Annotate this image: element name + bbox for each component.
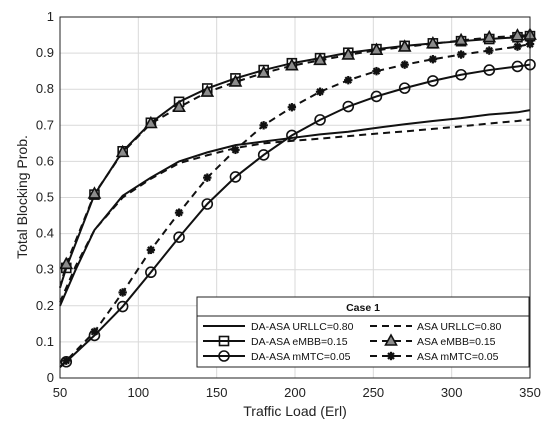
x-tick-label: 100: [127, 385, 149, 400]
data-point: [372, 67, 380, 75]
x-axis-label: Traffic Load (Erl): [243, 403, 346, 419]
y-tick-label: 0.5: [36, 190, 54, 205]
data-point: [387, 352, 395, 360]
data-point: [513, 42, 521, 50]
legend: Case 1 DA-ASA URLLC=0.80 ASA URLLC=0.80 DA…: [197, 297, 529, 367]
legend-title: Case 1: [346, 302, 380, 314]
data-point: [175, 208, 183, 216]
y-axis-label: Total Blocking Prob.: [14, 135, 30, 259]
y-tick-label: 0.2: [36, 298, 54, 313]
data-point: [344, 76, 352, 84]
x-tick-label: 150: [206, 385, 228, 400]
y-tick-label: 0.3: [36, 262, 54, 277]
y-tick-label: 1: [47, 9, 54, 24]
x-tick-label: 250: [362, 385, 384, 400]
x-tick-label: 200: [284, 385, 306, 400]
x-tick-label: 50: [53, 385, 67, 400]
data-point: [288, 103, 296, 111]
legend-label: DA-ASA mMTC=0.05: [251, 351, 351, 363]
data-point: [457, 50, 465, 58]
data-point: [485, 46, 493, 54]
data-point: [429, 55, 437, 63]
y-tick-label: 0.7: [36, 117, 54, 132]
legend-label: DA-ASA URLLC=0.80: [251, 321, 354, 333]
data-point: [203, 173, 211, 181]
y-tick-label: 0: [47, 370, 54, 385]
legend-label: ASA eMBB=0.15: [417, 336, 496, 348]
data-point: [147, 246, 155, 254]
y-tick-label: 0.6: [36, 153, 54, 168]
legend-label: ASA mMTC=0.05: [417, 351, 499, 363]
data-point: [400, 60, 408, 68]
x-tick-label: 300: [441, 385, 463, 400]
legend-label: ASA URLLC=0.80: [417, 321, 502, 333]
y-tick-label: 0.9: [36, 45, 54, 60]
y-tick-label: 0.8: [36, 81, 54, 96]
data-point: [259, 121, 267, 129]
y-tick-label: 0.1: [36, 334, 54, 349]
x-tick-label: 350: [519, 385, 541, 400]
data-point: [118, 288, 126, 296]
y-tick-label: 0.4: [36, 226, 54, 241]
legend-label: DA-ASA eMBB=0.15: [251, 336, 348, 348]
data-point: [231, 146, 239, 154]
data-point: [62, 356, 70, 364]
data-point: [90, 328, 98, 336]
data-point: [316, 88, 324, 96]
